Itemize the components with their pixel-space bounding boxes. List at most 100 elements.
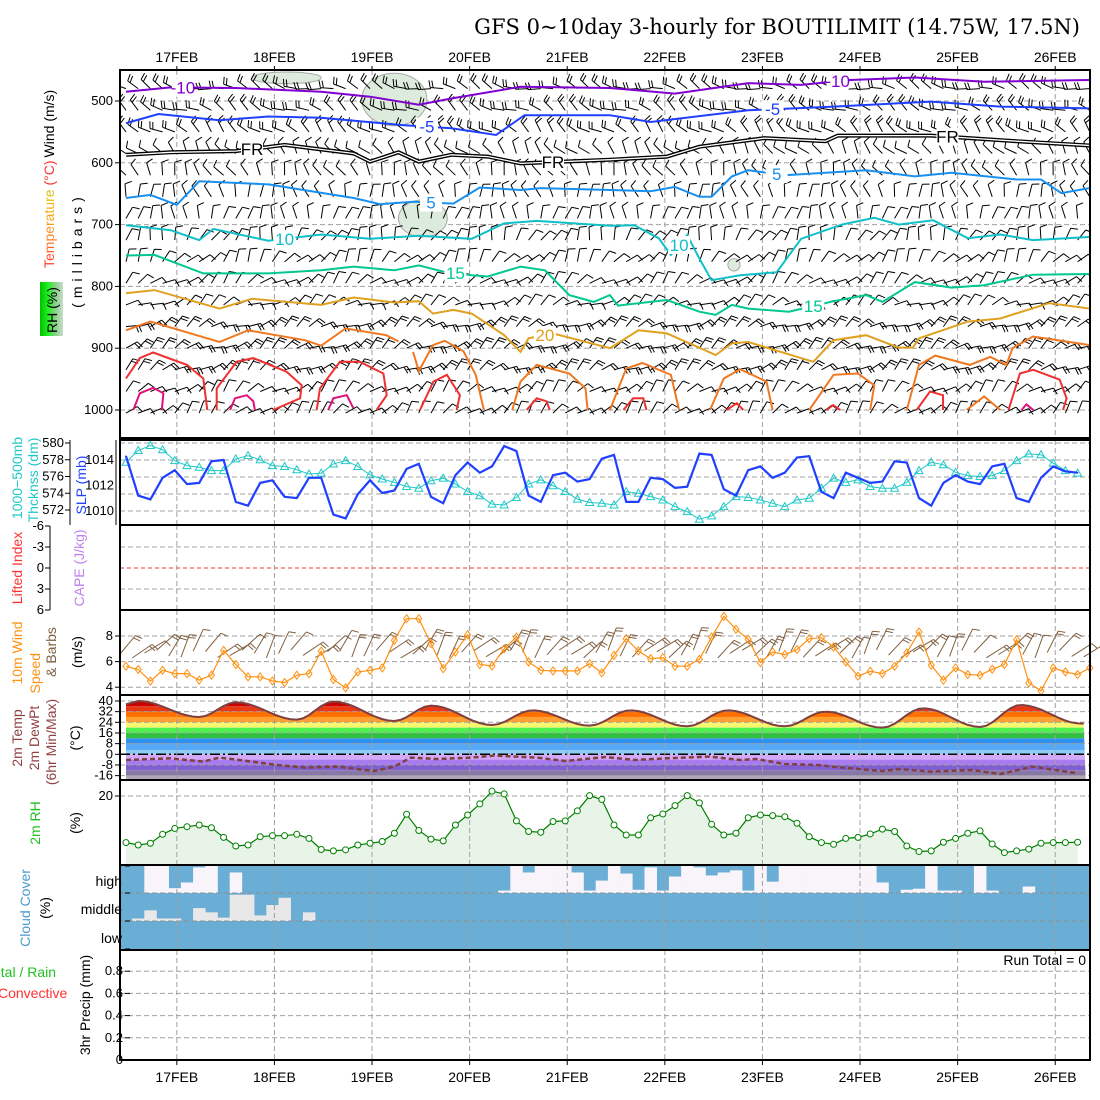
upper-wind-barb — [592, 137, 603, 154]
upper-wind-barb — [489, 202, 498, 219]
upper-wind-barb — [510, 179, 517, 198]
upper-wind-barb — [357, 322, 375, 331]
upper-wind-barb — [467, 408, 485, 415]
wind10-barb — [949, 633, 966, 657]
slp-point — [576, 480, 579, 483]
upper-wind-barb — [291, 179, 298, 198]
wind10-barb — [656, 638, 684, 653]
upper-wind-barb — [237, 73, 249, 90]
upper-wind-barb — [185, 100, 200, 111]
upper-wind-barb — [213, 94, 224, 111]
upper-wind-barb — [666, 115, 676, 133]
upper-wind-barb — [540, 294, 556, 306]
upper-wind-barb — [1016, 120, 1029, 133]
upper-wind-barb — [710, 159, 719, 176]
upper-wind-barb — [552, 206, 566, 219]
upper-wind-barb — [894, 140, 908, 154]
upper-wind-barb — [1028, 249, 1041, 262]
upper-wind-barb — [698, 121, 712, 133]
rh2m-point — [769, 812, 777, 820]
rh2m-point — [1061, 839, 1069, 847]
isotherm-label: FR — [936, 128, 959, 147]
upper-wind-barb — [455, 299, 473, 307]
isotherm-30 — [726, 401, 745, 411]
upper-wind-barb — [650, 271, 665, 284]
slp-line — [124, 444, 1078, 520]
date-label-top: 21FEB — [546, 49, 589, 65]
thickness-point — [291, 464, 302, 474]
upper-wind-barb — [987, 179, 995, 197]
thickness-point — [987, 470, 998, 480]
upper-wind-barb — [735, 276, 753, 284]
upper-wind-barb — [467, 120, 480, 133]
slp-point — [405, 468, 408, 470]
rh2m-point — [939, 838, 947, 846]
upper-wind-barb — [491, 362, 509, 371]
wind10-speed-point — [183, 668, 191, 679]
upper-wind-barb — [747, 400, 761, 414]
rh2m-point — [720, 831, 728, 839]
rh2m-point — [952, 834, 960, 842]
upper-wind-barb — [1052, 401, 1068, 414]
upper-wind-barb — [678, 93, 688, 111]
upper-wind-barb — [503, 315, 519, 327]
rh2m-point — [171, 824, 179, 832]
wind10-barb — [802, 639, 827, 658]
isotherm-label-bg — [533, 326, 556, 345]
rh2m-point — [366, 839, 374, 847]
cloud-bar-high — [681, 866, 694, 893]
upper-wind-barb — [406, 315, 422, 327]
slp-label: SLP (mb) — [73, 456, 89, 515]
upper-wind-barb — [149, 336, 165, 349]
thickness-point — [377, 474, 388, 483]
upper-wind-barb — [772, 229, 788, 241]
upper-wind-barb — [991, 249, 1005, 262]
rh2m-point — [159, 830, 167, 838]
slp-point — [857, 476, 859, 479]
lifted-index-label: Lifted Index — [9, 532, 25, 604]
upper-wind-barb — [972, 179, 981, 198]
wind10-barb — [534, 635, 553, 659]
upper-wind-barb — [162, 337, 178, 349]
slp-point — [527, 494, 530, 497]
upper-wind-barb — [333, 344, 351, 353]
upper-wind-barb — [979, 294, 996, 306]
upper-wind-barb — [369, 97, 383, 111]
upper-wind-barb — [308, 345, 326, 353]
upper-wind-barb — [967, 293, 983, 306]
li-tick-label: -3 — [32, 539, 44, 554]
upper-wind-barb — [942, 315, 958, 327]
upper-wind-barb — [211, 252, 228, 263]
dewpt2m-line — [125, 754, 1078, 776]
upper-wind-barb — [894, 206, 909, 219]
cloud-bar-middle — [241, 894, 255, 921]
cloud-low-label: low — [101, 930, 123, 946]
upper-wind-barb — [719, 201, 726, 219]
isotherm-label-bg — [668, 235, 691, 254]
temp-labels: 2m Temp 2m DewPt (6hr Min/Max) (°C) — [9, 699, 83, 785]
isotherm-label: 5 — [426, 194, 435, 213]
slp-point — [381, 492, 384, 494]
upper-wind-barb — [917, 224, 926, 241]
upper-wind-barb — [784, 271, 799, 284]
upper-wind-barb — [881, 206, 896, 219]
upper-wind-barb — [674, 271, 690, 284]
upper-wind-barb — [369, 336, 385, 349]
slp-point — [479, 471, 481, 474]
upper-wind-barb — [442, 229, 459, 241]
upper-wind-barb — [931, 387, 948, 395]
upper-wind-barb — [991, 379, 1006, 392]
rh2m-point — [281, 832, 289, 840]
upper-wind-barb — [564, 406, 583, 414]
upper-wind-barb — [808, 319, 826, 328]
rh2m-point — [622, 831, 630, 839]
wind10-barbs-label: & Barbs — [43, 627, 59, 677]
upper-wind-barb — [731, 136, 739, 154]
upper-wind-barb — [1028, 386, 1046, 393]
slp-point — [210, 460, 213, 463]
thickness-point — [755, 494, 766, 504]
upper-wind-barb — [433, 137, 444, 154]
wind10-barb — [1010, 632, 1035, 651]
upper-wind-barb — [320, 204, 331, 219]
upper-wind-barb — [223, 296, 240, 306]
